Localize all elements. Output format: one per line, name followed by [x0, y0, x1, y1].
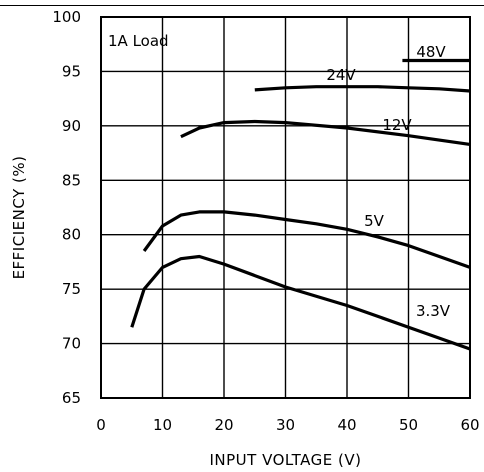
top-rule — [0, 5, 484, 6]
series-line-24v — [254, 85, 471, 93]
y-tick-label: 95 — [62, 62, 81, 80]
series-label-3p3v: 3.3V — [416, 302, 451, 320]
y-tick-label: 75 — [62, 280, 81, 298]
series-label-12v: 12V — [382, 116, 412, 134]
load-annotation: 1A Load — [108, 32, 169, 50]
grid — [101, 17, 470, 398]
x-tick-label: 10 — [153, 416, 172, 434]
y-tick-label: 70 — [62, 335, 81, 353]
series-line-3p3v — [130, 254, 471, 351]
x-tick-label: 20 — [214, 416, 233, 434]
y-tick-label: 85 — [62, 171, 81, 189]
series-label-24v: 24V — [326, 66, 356, 84]
series-group — [130, 58, 471, 351]
plot-frame — [100, 16, 471, 399]
x-tick-label: 30 — [276, 416, 295, 434]
x-axis-title: INPUT VOLTAGE (V) — [209, 451, 361, 469]
x-tick-labels: 0 10 20 30 40 50 60 — [96, 416, 479, 434]
series-label-5v: 5V — [364, 212, 385, 230]
y-tick-label: 65 — [62, 389, 81, 407]
series-label-48v: 48V — [416, 43, 446, 61]
y-tick-label: 80 — [62, 226, 81, 244]
x-tick-label: 50 — [399, 416, 418, 434]
x-tick-label: 60 — [460, 416, 479, 434]
x-tick-label: 0 — [96, 416, 106, 434]
series-line-5v — [142, 210, 471, 269]
y-axis-title: EFFICIENCY (%) — [10, 156, 28, 280]
y-tick-labels: 65 70 75 80 85 90 95 100 — [52, 8, 81, 407]
y-tick-label: 90 — [62, 117, 81, 135]
series-labels: 3.3V 5V 12V 24V 48V — [326, 43, 450, 320]
series-line-12v — [180, 119, 471, 146]
x-tick-label: 40 — [337, 416, 356, 434]
y-tick-label: 100 — [52, 8, 81, 26]
